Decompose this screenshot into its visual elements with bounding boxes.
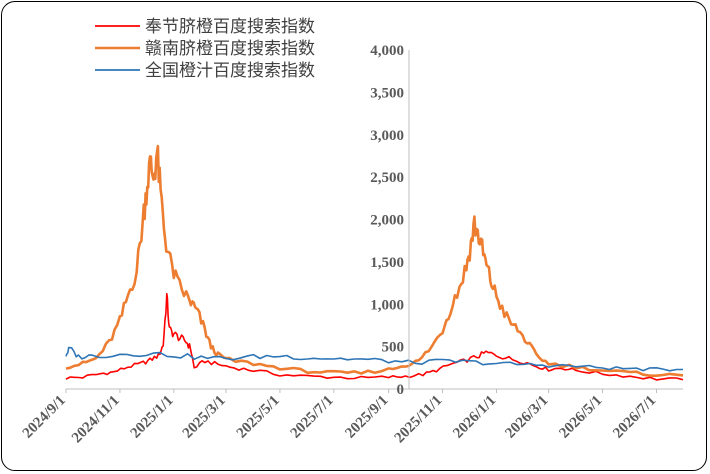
x-tick-label: 2026/3/1	[502, 393, 551, 442]
y-tick-label: 1,500	[370, 255, 404, 271]
x-tick-label: 2026/7/1	[610, 393, 659, 442]
legend-label: 全国橙汁百度搜索指数	[145, 61, 315, 81]
legend-label: 奉节脐橙百度搜索指数	[145, 17, 315, 37]
series-line-2	[65, 144, 684, 377]
x-tick-label: 2025/5/1	[234, 393, 283, 442]
y-tick-label: 500	[382, 340, 405, 356]
x-tick-label: 2025/1/1	[128, 393, 177, 442]
x-tick-label: 2025/3/1	[180, 393, 229, 442]
x-tick-label: 2025/11/1	[392, 393, 446, 447]
y-tick-label: 3,000	[370, 128, 404, 144]
y-tick-label: 0	[397, 382, 405, 398]
y-tick-label: 4,000	[370, 43, 404, 59]
series-line-3	[65, 346, 683, 372]
plot-lines	[65, 144, 684, 381]
y-tick-label: 1,000	[370, 297, 404, 313]
y-tick-label: 2,000	[370, 213, 404, 229]
x-tick-labels: 2024/9/1 2024/11/1 2025/1/1 2025/3/1 2025/5/…	[20, 389, 659, 447]
x-tick-label: 2024/9/1	[20, 393, 69, 442]
y-tick-labels: 0 500 1,000 1,500 2,000 2,500 3,000 3,500 4,000	[370, 43, 404, 398]
x-tick-label: 2025/9/1	[342, 393, 391, 442]
y-tick-label: 2,500	[370, 170, 404, 186]
x-tick-label: 2026/5/1	[556, 393, 605, 442]
x-tick-label: 2024/11/1	[69, 393, 123, 447]
x-tick-label: 2025/7/1	[288, 393, 337, 442]
x-tick-label: 2026/1/1	[450, 393, 499, 442]
y-tick-label: 3,500	[370, 85, 404, 101]
legend-label: 赣南脐橙百度搜索指数	[145, 39, 315, 59]
